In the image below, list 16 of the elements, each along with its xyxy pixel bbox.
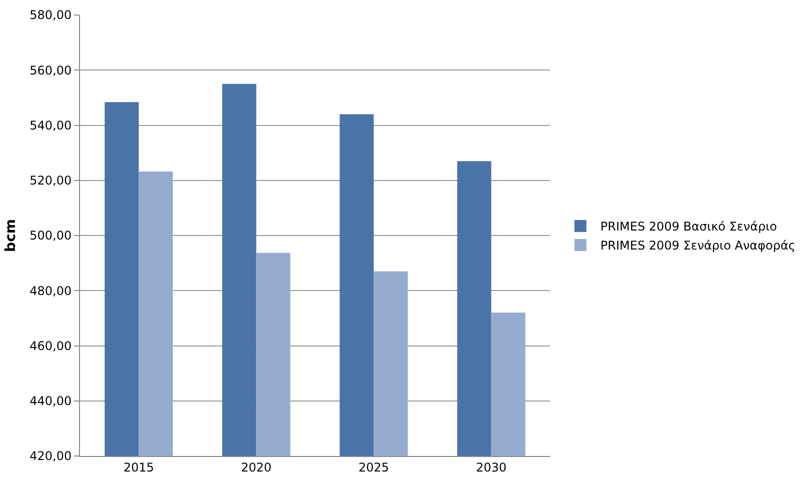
y-tick-label: 580,00 bbox=[30, 8, 72, 22]
x-tick-label: 2020 bbox=[240, 460, 272, 474]
y-tick-label: 420,00 bbox=[30, 449, 72, 464]
y-axis-title: bcm bbox=[3, 219, 20, 252]
y-tick-label: 500,00 bbox=[30, 228, 72, 243]
y-tick-label: 440,00 bbox=[30, 394, 72, 408]
x-tick-label: 2030 bbox=[476, 460, 507, 474]
x-tick-label: 2025 bbox=[358, 460, 390, 474]
legend-label: PRIMES 2009 Σενάριο Αναφοράς bbox=[600, 238, 796, 253]
y-tick-label: 540,00 bbox=[30, 118, 72, 132]
y-tick-label: 480,00 bbox=[30, 284, 72, 298]
legend-label: PRIMES 2009 Βασικό Σενάριο bbox=[600, 220, 777, 234]
y-tick-label: 460,00 bbox=[30, 338, 72, 353]
x-tick-label: 2015 bbox=[123, 460, 154, 474]
y-tick-label: 520,00 bbox=[30, 174, 72, 188]
y-tick-label: 560,00 bbox=[30, 63, 72, 78]
